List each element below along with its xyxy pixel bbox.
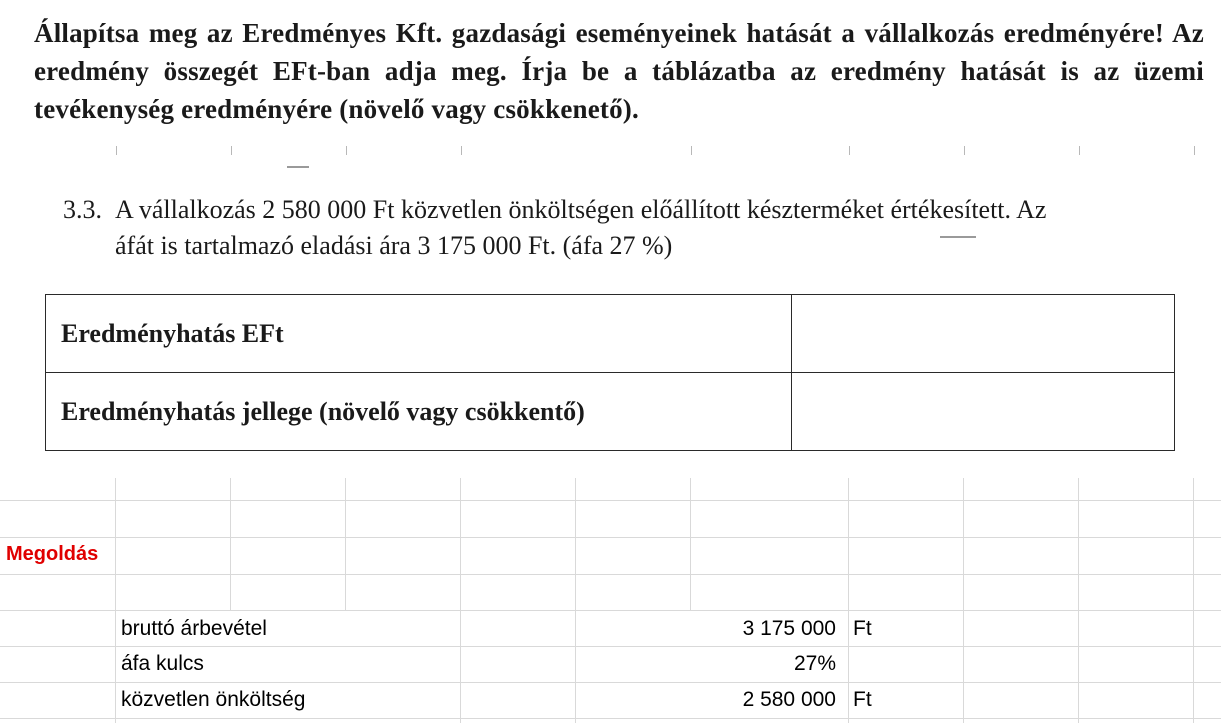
gross-revenue-unit[interactable]: Ft [853, 617, 872, 640]
result-type-cell[interactable] [791, 372, 1175, 451]
subtask-3-3: 3.3. A vállalkozás 2 580 000 Ft közvetlen… [63, 192, 1175, 264]
subtask-line-1: A vállalkozás 2 580 000 Ft közvetlen önk… [115, 195, 1047, 224]
subtask-number: 3.3. [63, 195, 102, 224]
subtask-line-2: áfát is tartalmazó eladási ára 3 175 000… [115, 231, 673, 260]
vat-rate-label[interactable]: áfa kulcs [121, 652, 204, 675]
result-type-label: Eredményhatás jellege (növelő vagy csökk… [45, 372, 792, 451]
direct-cost-label[interactable]: közvetlen önköltség [121, 688, 306, 711]
gross-revenue-label[interactable]: bruttó árbevétel [121, 617, 267, 640]
vat-rate-amount[interactable]: 27% [793, 652, 836, 675]
scanned-task-sheet: Állapítsa meg az Eredményes Kft. gazdasá… [34, 18, 1204, 451]
direct-cost-amount[interactable]: 2 580 000 [742, 688, 836, 711]
solution-heading: Megoldás [6, 543, 99, 565]
gross-revenue-amount[interactable]: 3 175 000 [742, 617, 836, 640]
direct-cost-unit[interactable]: Ft [853, 688, 872, 711]
result-amount-cell[interactable] [791, 294, 1175, 373]
task-instructions: Állapítsa meg az Eredményes Kft. gazdasá… [34, 18, 1204, 124]
result-table: Eredményhatás EFt Eredményhatás jellege … [45, 294, 1175, 451]
result-amount-label: Eredményhatás EFt [45, 294, 792, 373]
